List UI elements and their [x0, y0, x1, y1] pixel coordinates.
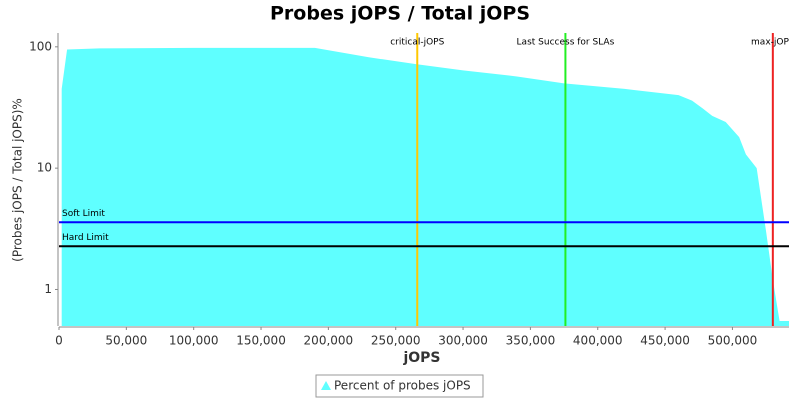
y-axis-label: (Probes jOPS / Total jOPS)%: [11, 98, 25, 262]
x-tick-label: 150,000: [236, 334, 286, 348]
plot-area: critical-jOPS Last Success for SLAs max-jO…: [59, 33, 795, 326]
x-tick-label: 350,000: [506, 334, 556, 348]
legend-items: Percent of probes jOPS: [321, 379, 471, 393]
x-tick-label: 500,000: [708, 334, 758, 348]
legend-label: Percent of probes jOPS: [334, 379, 471, 393]
marker-label: Last Success for SLAs: [517, 38, 615, 48]
x-tick-label: 250,000: [371, 334, 421, 348]
area: [61, 47, 789, 326]
y-tick-label: 100: [29, 39, 52, 53]
chart-title: Probes jOPS / Total jOPS: [270, 3, 530, 25]
x-tick-label: 400,000: [573, 334, 623, 348]
axes: 0 50,000 100,000 150,000 200,000 250,000 300,0…: [29, 33, 789, 348]
y-tick-label: 10: [37, 161, 52, 175]
x-tick-label: 0: [55, 334, 63, 348]
legend: [315, 374, 484, 398]
y-tick-label: 1: [44, 282, 52, 296]
limit-label: Soft Limit: [62, 209, 105, 219]
x-tick-label: 300,000: [438, 334, 488, 348]
x-tick-label: 450,000: [640, 334, 690, 348]
limit-label: Hard Limit: [62, 233, 109, 243]
x-tick-label: 100,000: [169, 334, 219, 348]
marker-label: critical-jOPS: [390, 38, 444, 48]
x-tick-label: 50,000: [105, 334, 147, 348]
x-axis-label: jOPS: [402, 350, 440, 366]
marker-label: max-jOPS: [751, 38, 795, 48]
x-tick-label: 200,000: [304, 334, 354, 348]
legend-swatch: [321, 381, 331, 390]
